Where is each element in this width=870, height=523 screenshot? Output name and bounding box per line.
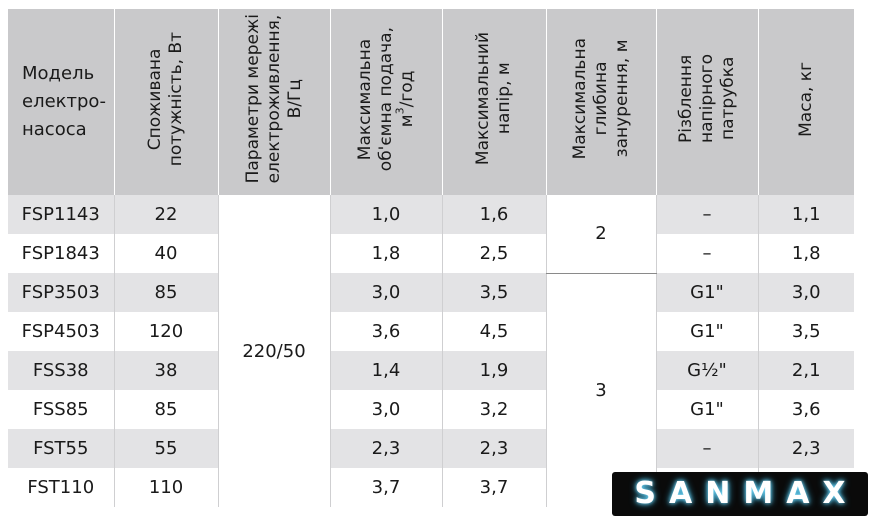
cell-thread: G1" [656, 312, 759, 351]
cell-thread: G1" [656, 390, 759, 429]
table-row: FSP1143 22 220/50 1,0 1,6 2 – 1,1 [8, 195, 854, 507]
cell-head: 4,5 [442, 312, 547, 351]
cell-thread: – [656, 234, 759, 273]
header-model-line: електро- [22, 91, 106, 112]
brand-logo: SANMAX [612, 472, 868, 516]
cell-mass: 1,1 [758, 195, 854, 234]
cell-flow: 3,0 [330, 390, 443, 429]
table-row: FSP4503 120 3,6 4,5 G1" 3,5 [8, 312, 854, 351]
brand-logo-text: SANMAX [634, 476, 859, 511]
header-thread-line: напірного [696, 54, 717, 144]
cell-flow: 1,0 [330, 195, 443, 234]
cell-model: FSP1143 [8, 195, 115, 234]
header-flow: Максимальна об'ємна подача, м3/год [330, 9, 443, 195]
cell-depth: 3 [546, 273, 657, 507]
header-depth-line: глибина [590, 62, 611, 136]
cell-head: 2,3 [442, 429, 547, 468]
cell-model: FSS85 [8, 390, 115, 429]
cell-flow: 2,3 [330, 429, 443, 468]
cell-mass: 2,3 [758, 429, 854, 468]
header-mains-line: електроживлення, [263, 14, 284, 184]
header-model: Модель електро- насоса [8, 9, 115, 195]
cell-thread: – [656, 195, 759, 234]
cell-head: 3,7 [442, 468, 547, 507]
header-model-line: Модель [22, 63, 95, 84]
cell-head: 1,6 [442, 195, 547, 234]
cell-model: FSS38 [8, 351, 115, 390]
header-flow-unit: м3/год [392, 70, 417, 128]
cell-power: 22 [114, 195, 219, 234]
table-row: FST55 55 2,3 2,3 – 2,3 [8, 429, 854, 468]
header-power-line: потужність, Вт [166, 31, 186, 167]
header-power: Споживана потужність, Вт [114, 9, 219, 195]
table-row: FSS85 85 3,0 3,2 G1" 3,6 [8, 390, 854, 429]
cell-flow: 3,0 [330, 273, 443, 312]
cell-head: 3,5 [442, 273, 547, 312]
header-mains-line: Параметри мережі [242, 14, 263, 184]
cell-power: 55 [114, 429, 219, 468]
cell-flow: 1,4 [330, 351, 443, 390]
cell-power: 38 [114, 351, 219, 390]
header-mass: Маса, кг [758, 9, 854, 195]
cell-mass: 1,8 [791, 243, 821, 264]
cell-mass: 3,6 [791, 399, 821, 420]
header-flow-line: об'ємна подача, [375, 26, 396, 172]
header-depth-line: Максимальна [569, 38, 590, 160]
cell-model: FST55 [8, 429, 115, 468]
header-depth-line: занурення, м [611, 40, 632, 158]
cell-thread: G½" [656, 351, 759, 390]
cell-head: 3,2 [442, 390, 547, 429]
cell-head: 1,9 [442, 351, 547, 390]
cell-thread: – [656, 429, 759, 468]
cell-model: FSP3503 [8, 273, 115, 312]
header-mass-line: Маса, кг [795, 61, 816, 137]
header-head-line: Максимальний [473, 32, 493, 166]
spec-sheet: Модель електро- насоса Споживана потужні… [8, 9, 854, 516]
cell-power: 120 [114, 312, 219, 351]
cell-mains: 220/50 [218, 195, 331, 507]
header-mains: Параметри мережі електроживлення, В/Гц [218, 9, 331, 195]
cell-model: FSP1843 [8, 234, 115, 273]
cell-model: FSP4503 [8, 312, 115, 351]
header-model-line: насоса [22, 119, 87, 140]
header-depth: Максимальна глибина занурення, м [546, 9, 657, 195]
header-flow-line: Максимальна [354, 38, 375, 160]
table-row: FSS38 38 1,4 1,9 G½" 2,1 [8, 351, 854, 390]
cell-model: FST110 [8, 468, 115, 507]
cell-flow: 1,8 [330, 234, 443, 273]
cell-flow: 3,6 [330, 312, 443, 351]
pump-spec-table: Модель електро- насоса Споживана потужні… [8, 9, 854, 507]
table-row: FSP3503 85 3,0 3,5 3 G1" 3,0 [8, 273, 854, 507]
cell-depth: 2 [546, 195, 657, 274]
cell-power: 40 [114, 234, 219, 273]
cell-mass: 2,1 [758, 351, 854, 390]
cell-power: 110 [114, 468, 219, 507]
cell-mass: 3,5 [791, 321, 821, 342]
header-row: Модель електро- насоса Споживана потужні… [8, 9, 854, 195]
header-head-line: напір, м [494, 63, 514, 135]
cell-flow: 3,7 [330, 468, 443, 507]
header-power-line: Споживана [145, 48, 165, 150]
cell-mass: 3,0 [758, 273, 854, 312]
header-thread-line: патрубка [717, 57, 738, 141]
cell-power: 85 [114, 273, 219, 312]
header-head: Максимальний напір, м [442, 9, 547, 195]
header-thread: Різблення напірного патрубка [656, 9, 759, 195]
header-mains-line: В/Гц [284, 79, 305, 119]
cell-thread: G1" [656, 273, 759, 312]
table-row: FSP1843 40 1,8 2,5 – 1,8 [8, 234, 854, 273]
cell-head: 2,5 [442, 234, 547, 273]
cell-power: 85 [114, 390, 219, 429]
header-thread-line: Різблення [675, 54, 696, 144]
